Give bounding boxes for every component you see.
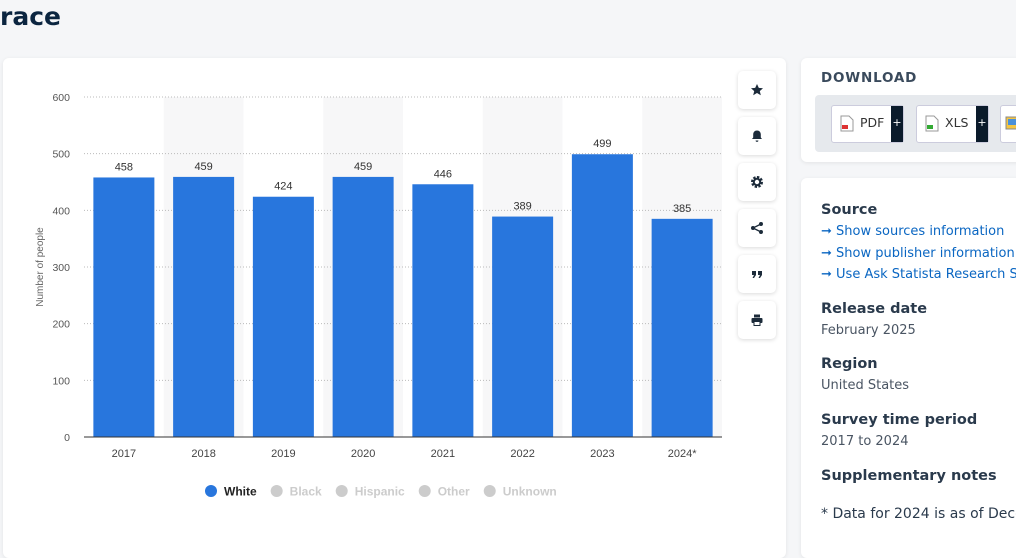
download-tray: PDF + XLS + — [815, 95, 1016, 152]
x-tick-label: 2020 — [351, 448, 375, 460]
download-card: DOWNLOAD PDF + XLS + — [801, 58, 1016, 162]
source-link[interactable]: ➞ Show sources information — [821, 224, 1005, 239]
x-tick-label: 2024* — [668, 448, 697, 460]
source-link[interactable]: ➞ Show publisher information — [821, 246, 1015, 261]
legend-label: Unknown — [503, 485, 557, 499]
y-tick-label: 300 — [52, 262, 70, 274]
xls-plus[interactable]: + — [976, 106, 988, 142]
bar — [571, 154, 633, 437]
x-tick-label: 2021 — [431, 448, 455, 460]
bar — [492, 216, 554, 437]
x-tick-label: 2019 — [271, 448, 295, 460]
pdf-label: PDF — [860, 115, 885, 130]
download-title: DOWNLOAD — [821, 70, 918, 86]
bar — [332, 176, 394, 437]
value-label: 385 — [673, 203, 691, 215]
link-text[interactable]: Show sources information — [836, 224, 1005, 239]
xls-label: XLS — [945, 115, 969, 130]
source-link[interactable]: ➞ Use Ask Statista Research Se — [821, 267, 1016, 282]
bar — [173, 176, 235, 437]
star-icon — [751, 84, 763, 96]
xls-icon — [925, 115, 939, 132]
y-tick-label: 600 — [52, 92, 70, 104]
details-card: Source ➞ Show sources information ➞ Show… — [801, 178, 1016, 558]
pdf-icon — [840, 115, 854, 132]
bar — [93, 177, 155, 437]
value-label: 499 — [593, 138, 611, 150]
notes-text: * Data for 2024 is as of Dece — [821, 506, 1016, 522]
y-tick-label: 400 — [52, 205, 70, 217]
legend-dot — [270, 485, 283, 497]
x-tick-label: 2017 — [112, 448, 136, 460]
cite-button[interactable] — [738, 255, 776, 293]
link-text[interactable]: Show publisher information — [836, 246, 1015, 261]
chart: 0 100 200 300 400 500 600 Number of people 458 45… — [35, 92, 722, 499]
notify-button[interactable] — [738, 117, 776, 155]
share-icon — [751, 222, 763, 234]
source-title: Source — [821, 202, 878, 218]
legend-dot — [205, 485, 217, 497]
image-button[interactable] — [1000, 105, 1016, 143]
legend-label: White — [224, 485, 257, 499]
link-text[interactable]: Use Ask Statista Research Se — [836, 267, 1016, 282]
legend-label: Hispanic — [355, 485, 405, 499]
field-label: Survey time period — [821, 412, 978, 428]
x-tick-label: 2023 — [590, 448, 614, 460]
value-label: 459 — [354, 161, 372, 173]
y-tick-label: 500 — [52, 149, 70, 161]
field-value: United States — [821, 378, 910, 393]
print-icon — [751, 314, 763, 326]
value-label: 458 — [115, 161, 133, 173]
y-axis-title: Number of people — [35, 227, 46, 307]
bar — [252, 196, 314, 437]
field-label: Region — [821, 356, 878, 372]
value-label: 446 — [434, 168, 452, 180]
bar — [651, 218, 713, 437]
bar — [412, 184, 474, 437]
value-label: 459 — [194, 161, 212, 173]
pdf-button[interactable]: PDF + — [831, 105, 904, 143]
page-title: race — [0, 2, 61, 31]
notes-title: Supplementary notes — [821, 468, 997, 484]
y-tick-label: 200 — [52, 319, 70, 331]
favorite-button[interactable] — [738, 71, 776, 109]
settings-button[interactable] — [738, 163, 776, 201]
xls-button[interactable]: XLS + — [916, 105, 989, 143]
print-button[interactable] — [738, 301, 776, 339]
gear-icon — [751, 176, 763, 188]
x-tick-label: 2018 — [191, 448, 215, 460]
value-label: 424 — [274, 181, 292, 193]
y-tick-label: 0 — [64, 432, 70, 444]
legend-label: Other — [438, 485, 470, 499]
bell-icon — [752, 130, 762, 142]
share-button[interactable] — [738, 209, 776, 247]
field-value: February 2025 — [821, 323, 916, 338]
legend-dot — [418, 485, 431, 497]
image-icon — [1005, 116, 1016, 130]
field-label: Release date — [821, 301, 928, 317]
value-label: 389 — [513, 201, 531, 213]
legend-label: Black — [290, 485, 322, 499]
chart-card: 0 100 200 300 400 500 600 Number of people 458 45… — [3, 58, 786, 558]
x-tick-label: 2022 — [510, 448, 534, 460]
page: race 0 100 200 300 400 500 600 Number of people… — [0, 2, 1016, 522]
field-value: 2017 to 2024 — [821, 434, 909, 449]
pdf-plus[interactable]: + — [891, 106, 903, 142]
y-tick-label: 100 — [52, 375, 70, 387]
quote-icon — [752, 271, 762, 278]
legend-dot — [483, 485, 496, 497]
legend-dot — [335, 485, 348, 497]
